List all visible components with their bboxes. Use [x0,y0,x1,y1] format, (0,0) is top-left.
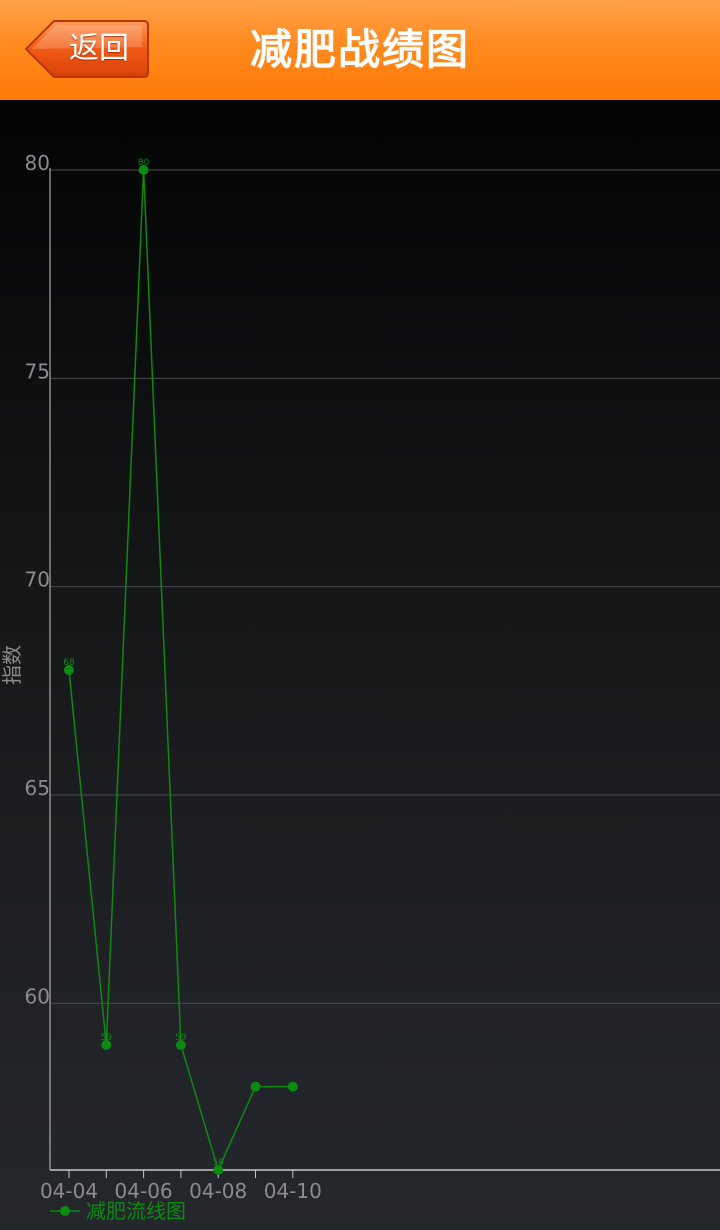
data-point [101,1040,112,1050]
x-tick-label: 04-10 [264,1179,322,1203]
data-label: 56 [212,1158,224,1168]
y-tick-label: 65 [25,776,50,800]
y-tick-label: 70 [25,568,50,592]
y-tick-label: 60 [25,984,50,1008]
legend-marker-icon [60,1206,70,1216]
data-point [138,165,149,175]
data-label: 59 [101,1033,113,1043]
series-line [68,169,293,1173]
x-tick-label: 04-06 [115,1179,173,1203]
data-point [175,1040,186,1050]
x-tick-label: 04-04 [40,1179,98,1203]
y-axis-title: 指数 [0,645,24,685]
back-button-label: 返回 [69,31,129,66]
data-point [250,1081,261,1092]
legend-label: 减肥流线图 [86,1199,186,1223]
back-arrow-icon [24,20,149,78]
data-label: 59 [175,1033,187,1043]
data-point [213,1165,224,1175]
data-point [64,665,74,675]
line-chart: 60 65 70 75 80 04-04 04-06 04-08 04-10 指数 68 59 80 59… [0,151,720,1223]
data-label: 68 [63,658,75,668]
x-tick-label: 04-08 [189,1179,247,1203]
data-label: 80 [138,158,150,168]
data-point [287,1081,298,1092]
chart-area: 60 65 70 75 80 04-04 04-06 04-08 04-10 指数 68 59 80 59… [0,100,720,1230]
header-bar: 返回 减肥战绩图 [0,0,720,100]
y-tick-label: 80 [25,151,50,175]
y-tick-label: 75 [25,359,50,383]
back-button[interactable]: 返回 [24,19,150,79]
